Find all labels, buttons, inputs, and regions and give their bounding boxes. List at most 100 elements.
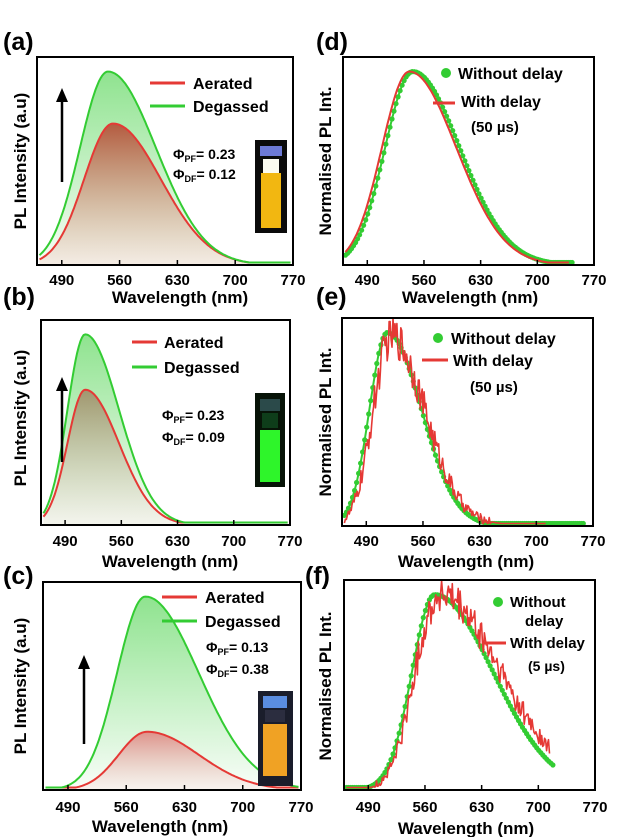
series-line-aerated — [45, 730, 299, 789]
arrow-head-icon — [56, 377, 68, 391]
x-tick-label: 770 — [280, 272, 305, 289]
legend-swatch-without-delay — [493, 597, 503, 607]
phi-pf-c: ΦPF= 0.13 — [206, 639, 269, 657]
series-fill-aerated — [45, 731, 299, 790]
series-line-with-delay — [344, 70, 569, 264]
legend-degassed: Degassed — [205, 614, 281, 631]
y-axis-label-f: Normalised PL Int. — [316, 612, 335, 761]
arrow-head-icon — [78, 655, 90, 669]
x-tick-label: 490 — [355, 272, 380, 289]
phi-pf-b: ΦPF= 0.23 — [162, 407, 225, 425]
phi-df-a: ΦDF= 0.12 — [173, 166, 236, 184]
plot-frame-e — [341, 317, 594, 527]
legend-delay-word: delay — [525, 613, 564, 630]
panel-d: (d) Without delay With delay (50 µs) 490… — [316, 28, 607, 307]
y-axis-label-d: Normalised PL Int. — [316, 87, 335, 236]
x-tick-label: 630 — [468, 272, 493, 289]
series-fill-degassed — [45, 596, 299, 790]
legend-without-delay: Without delay — [451, 331, 556, 348]
x-ticks-a: 490 560 630 700 770 — [49, 260, 306, 289]
y-axis-label-a: PL Intensity (a.u) — [11, 93, 30, 230]
x-tick-label: 630 — [467, 533, 492, 550]
phi-df-c: ΦDF= 0.38 — [206, 661, 269, 679]
series-line-degassed — [38, 70, 291, 264]
delay-annotation-d: (50 µs) — [471, 119, 519, 136]
delay-annotation-e: (50 µs) — [470, 379, 518, 396]
legend-aerated: Aerated — [164, 335, 224, 352]
x-axis-label-b: Wavelength (nm) — [102, 552, 238, 571]
arrow-head-icon — [56, 88, 68, 102]
phi-df-b: ΦDF= 0.09 — [162, 429, 225, 447]
x-tick-label: 560 — [411, 272, 436, 289]
plot-f — [343, 580, 556, 791]
x-axis-label-f: Wavelength (nm) — [398, 819, 534, 837]
y-axis-label-e: Normalised PL Int. — [316, 348, 335, 497]
series-line-with-delay — [346, 580, 551, 789]
panel-c: (c) Aerated Degassed ΦPF= 0.13 ΦDF= 0.38… — [3, 562, 314, 836]
x-ticks-f: 490 560 630 700 770 — [356, 785, 608, 816]
phi-pf-a: ΦPF= 0.23 — [173, 146, 236, 164]
x-tick-label: 700 — [223, 272, 248, 289]
y-axis-label-c: PL Intensity (a.u) — [11, 618, 30, 755]
plot-frame-a — [36, 56, 294, 266]
legend-with-delay: With delay — [461, 94, 541, 111]
legend-aerated: Aerated — [205, 590, 265, 607]
legend-aerated: Aerated — [193, 76, 253, 93]
x-tick-label: 630 — [172, 799, 197, 816]
x-ticks-c: 490 560 630 700 770 — [55, 785, 314, 816]
vial-photo-orange — [258, 691, 293, 786]
plot-frame-d — [342, 56, 595, 266]
series-line-with-delay — [343, 317, 546, 525]
x-ticks-d: 490 560 630 700 770 — [355, 260, 607, 289]
vial-photo-green — [255, 393, 285, 487]
delay-annotation-f: (5 µs) — [528, 658, 565, 674]
plot-frame-b — [40, 319, 291, 526]
legend-swatch-without-delay — [433, 333, 443, 343]
vial-photo-yellow — [255, 140, 287, 233]
series-line-degassed — [45, 595, 299, 789]
legend-degassed: Degassed — [164, 360, 240, 377]
x-tick-label: 770 — [288, 799, 313, 816]
x-tick-label: 490 — [55, 799, 80, 816]
x-tick-label: 560 — [412, 799, 437, 816]
panel-a: (a) Aerated Degassed ΦPF= 0.23 ΦDF= 0.12… — [3, 28, 306, 307]
x-tick-label: 630 — [469, 799, 494, 816]
plot-a — [38, 70, 291, 265]
x-axis-label-a: Wavelength (nm) — [112, 288, 248, 307]
x-tick-label: 770 — [277, 533, 302, 550]
plot-c — [45, 595, 299, 790]
plot-b — [42, 333, 288, 525]
legend-degassed: Degassed — [193, 99, 269, 116]
x-ticks-b: 490 560 630 700 770 — [53, 520, 303, 550]
panel-label-f: (f) — [305, 562, 330, 590]
x-tick-label: 630 — [165, 533, 190, 550]
x-tick-label: 700 — [221, 533, 246, 550]
x-tick-label: 560 — [109, 533, 134, 550]
panel-label-a: (a) — [3, 28, 34, 56]
series-fill-aerated — [43, 389, 288, 525]
plot-e — [341, 317, 586, 527]
series-line-degassed — [42, 333, 288, 524]
y-axis-label-b: PL Intensity (a.u) — [11, 350, 30, 487]
panel-label-b: (b) — [3, 283, 35, 311]
x-tick-label: 560 — [107, 272, 132, 289]
legend-swatch-without-delay — [441, 68, 451, 78]
x-tick-label: 490 — [354, 533, 379, 550]
x-tick-label: 700 — [526, 799, 551, 816]
plot-d — [342, 69, 575, 266]
x-tick-label: 490 — [356, 799, 381, 816]
panel-label-c: (c) — [3, 562, 34, 590]
panel-b: (b) Aerated Degassed ΦPF= 0.23 ΦDF= 0.09… — [3, 283, 303, 571]
x-tick-label: 630 — [165, 272, 190, 289]
legend-with-delay: With delay — [453, 353, 533, 370]
panel-f: (f) Without delay With delay (5 µs) 490 5… — [305, 562, 608, 837]
legend-without-delay: Without delay — [458, 66, 563, 83]
x-tick-label: 560 — [114, 799, 139, 816]
panel-label-d: (d) — [316, 28, 348, 56]
x-tick-label: 700 — [525, 272, 550, 289]
panel-e: (e) Without delay With delay (50 µs) 490… — [316, 283, 606, 571]
x-axis-label-c: Wavelength (nm) — [92, 817, 228, 836]
x-tick-label: 490 — [53, 533, 78, 550]
legend-with-delay: With delay — [510, 635, 586, 652]
